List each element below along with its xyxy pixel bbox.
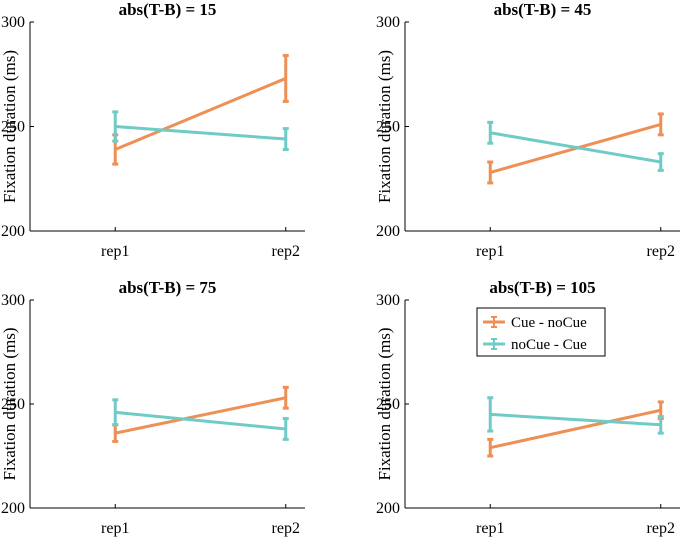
- series-cue-nocue: [487, 400, 664, 458]
- x-tick-label: rep2: [272, 520, 300, 537]
- data-point: [489, 413, 491, 415]
- y-tick-label: 300: [1, 14, 25, 31]
- data-point: [660, 161, 662, 163]
- data-point: [114, 148, 116, 150]
- y-tick-label: 250: [376, 119, 400, 136]
- subplot-abs-tb-75: 200 250 300 rep1 rep2 abs(T-B) = 75 Fixation d…: [0, 278, 305, 537]
- series-nocue-cue: [112, 398, 289, 441]
- chart-title: abs(T-B) = 45: [494, 0, 592, 19]
- series-line: [489, 131, 662, 164]
- chart-title: abs(T-B) = 75: [119, 278, 217, 297]
- y-tick-label: 200: [1, 223, 25, 240]
- x-tick-label: rep1: [101, 520, 129, 537]
- series-cue-nocue: [112, 53, 289, 166]
- data-point: [285, 77, 287, 79]
- data-point: [285, 397, 287, 399]
- data-point: [660, 409, 662, 411]
- data-point: [489, 132, 491, 134]
- series-line: [114, 77, 287, 151]
- subplot-abs-tb-105: 200 250 300 rep1 rep2 abs(T-B) = 105 Fixation …: [375, 278, 680, 537]
- y-tick-label: 200: [1, 500, 25, 517]
- x-tick-label: rep2: [647, 243, 675, 260]
- legend-box: [476, 307, 606, 357]
- x-tick-label: rep1: [476, 520, 504, 537]
- y-tick-label: 300: [376, 14, 400, 31]
- subplot-abs-tb-45: 200 250 300 rep1 rep2 abs(T-B) = 45 Fixation d…: [375, 0, 680, 260]
- series-line: [114, 396, 287, 435]
- data-point: [489, 171, 491, 173]
- y-axis-label: Fixation duration (ms): [375, 50, 394, 203]
- y-tick-label: 200: [376, 223, 400, 240]
- x-tick-label: rep2: [272, 243, 300, 260]
- data-point: [285, 138, 287, 140]
- data-point: [114, 411, 116, 413]
- subplot-abs-tb-15: 200 250 300 rep1 rep2 abs(T-B) = 15 Fixation d…: [0, 0, 305, 260]
- legend-label: Cue - noCue: [511, 315, 587, 331]
- x-tick-label: rep2: [647, 520, 675, 537]
- data-point: [114, 126, 116, 127]
- y-tick-label: 250: [1, 396, 25, 413]
- y-axis-label: Fixation duration (ms): [0, 50, 19, 203]
- legend-label: noCue - Cue: [511, 337, 587, 353]
- data-point: [660, 424, 662, 426]
- y-axis-label: Fixation duration (ms): [0, 328, 19, 481]
- data-point: [489, 447, 491, 449]
- y-tick-label: 250: [376, 396, 400, 413]
- y-tick-label: 300: [376, 292, 400, 309]
- y-axis-label: Fixation duration (ms): [375, 328, 394, 481]
- series-nocue-cue: [487, 396, 664, 435]
- data-point: [285, 428, 287, 430]
- legend: Cue - noCue noCue - Cue: [476, 307, 606, 357]
- y-tick-label: 200: [376, 500, 400, 517]
- series-line: [489, 408, 662, 450]
- chart-title: abs(T-B) = 15: [119, 0, 217, 19]
- chart-title: abs(T-B) = 105: [489, 278, 595, 297]
- series-nocue-cue: [487, 120, 664, 172]
- series-line: [490, 412, 661, 427]
- y-tick-label: 300: [1, 292, 25, 309]
- data-point: [660, 123, 662, 125]
- y-tick-label: 250: [1, 119, 25, 136]
- x-tick-label: rep1: [101, 243, 129, 260]
- x-tick-label: rep1: [476, 243, 504, 260]
- series-line: [115, 410, 286, 431]
- data-point: [114, 432, 116, 434]
- series-nocue-cue: [112, 110, 289, 151]
- series-line: [115, 125, 286, 141]
